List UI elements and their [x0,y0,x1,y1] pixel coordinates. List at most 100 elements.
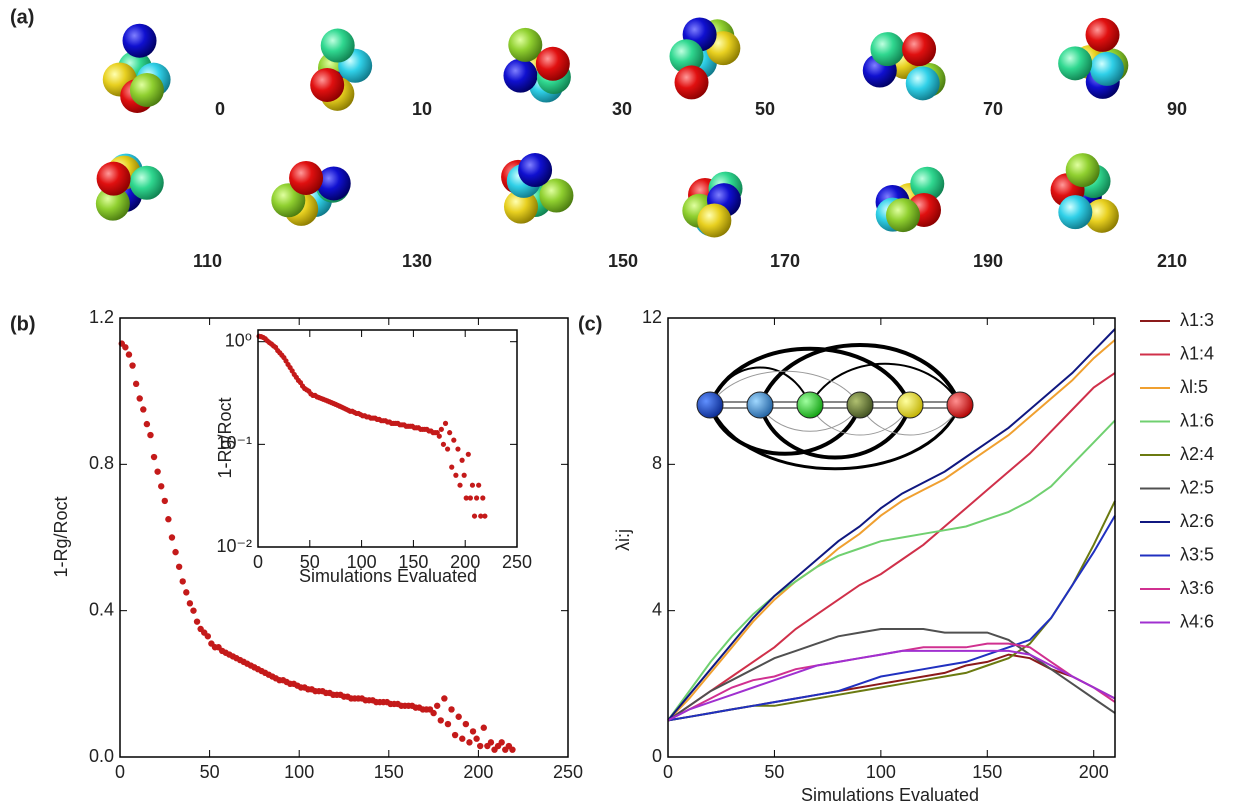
x-tick-label: 150 [398,552,428,572]
legend-label: λ1:3 [1180,310,1214,330]
sphere [535,46,570,81]
y-tick-label: 0.4 [89,599,114,619]
data-point [459,735,466,742]
y-axis-label: 1-Rg/Roct [51,496,71,577]
legend-label: λ2:4 [1180,444,1214,464]
sphere-cluster [501,153,574,224]
x-tick-label: 0 [663,762,673,782]
sphere [316,166,351,201]
sphere [310,67,345,102]
plot-layer: 0 10 30 50 70 90 110 130 150 170 190 210 [95,17,1187,271]
data-point [473,735,480,742]
sphere [289,160,324,195]
sphere [539,178,574,213]
data-point [179,578,186,585]
y-tick-label: 10⁻¹ [216,433,252,453]
sphere-cluster [102,23,171,113]
data-point [172,548,179,556]
x-tick-label: 200 [463,762,493,782]
series-line [667,419,1116,721]
x-tick-label: 250 [553,762,583,782]
sphere [697,203,732,238]
x-tick-label: 250 [502,552,532,572]
legend-label: λ1:4 [1180,343,1214,363]
data-point [482,513,488,519]
legend-label: λ2:5 [1180,477,1214,497]
sphere [905,66,940,101]
data-point [441,695,448,702]
x-tick-label: 50 [200,762,220,782]
data-point [476,482,482,488]
snapshot-label: 10 [412,99,432,119]
x-tick-label: 150 [972,762,1002,782]
sphere [1085,17,1120,52]
plot-layer: 0 50 100 150 200 250 0.0 0.4 0.8 1.2 [89,307,583,782]
x-axis-label: Simulations Evaluated [801,785,979,805]
x-tick-label: 50 [764,762,784,782]
series-line [667,628,1116,722]
data-point [183,589,190,596]
data-point [150,453,158,461]
network-diagram [696,343,974,471]
series-line [667,500,1116,722]
sphere [508,27,543,62]
data-point [161,497,168,505]
y-tick-label: 10⁻² [216,536,252,556]
snapshot-label: 150 [608,251,638,271]
x-tick-label: 50 [300,552,320,572]
x-tick-label: 200 [450,552,480,572]
sphere-cluster [271,160,351,226]
y-tick-label: 10⁰ [225,330,252,350]
data-point [451,437,457,443]
data-point [455,713,462,720]
data-point [444,446,451,452]
sphere [96,161,131,196]
inset-background [258,330,517,547]
x-tick-label: 100 [866,762,896,782]
data-point [462,720,470,728]
y-tick-label: 8 [652,453,662,473]
snapshot-label: 190 [973,251,1003,271]
sphere [122,23,157,58]
sphere-cluster [95,153,164,221]
plot-layer: 0 50 100 150 200 250 10⁰ 10⁻¹ 10⁻² [216,329,532,572]
snapshot-label: 90 [1167,99,1187,119]
series-line [667,339,1116,722]
legend-label: λ1:6 [1180,410,1214,430]
data-point [168,534,176,541]
data-point [147,431,154,439]
x-axis-label: Simulations Evaluated [299,566,477,586]
data-point [438,426,444,432]
data-point [467,495,473,501]
legend-label: λ4:6 [1180,611,1214,631]
data-point [457,482,463,488]
data-point [451,731,459,739]
snapshot-label: 210 [1157,251,1187,271]
sphere-cluster [669,17,741,100]
x-tick-label: 150 [374,762,404,782]
data-point [448,706,455,713]
sphere-cluster [1050,153,1119,233]
legend-label: λ3:6 [1180,578,1214,598]
data-point [473,495,480,501]
snapshot-label: 0 [215,99,225,119]
data-point [140,406,147,413]
data-point [469,482,476,488]
data-point [132,380,140,388]
snapshot-label: 170 [770,251,800,271]
snapshot-label: 50 [755,99,775,119]
sphere [674,65,709,100]
sphere [1065,153,1100,188]
data-point [158,483,165,490]
data-point [136,395,143,402]
data-point [471,513,478,519]
data-point [461,472,467,478]
series-line [667,372,1116,722]
sphere [1058,46,1093,81]
snapshot-label: 70 [983,99,1003,119]
data-point [459,457,465,463]
sphere [902,32,937,67]
y-tick-label: 0.8 [89,453,114,473]
